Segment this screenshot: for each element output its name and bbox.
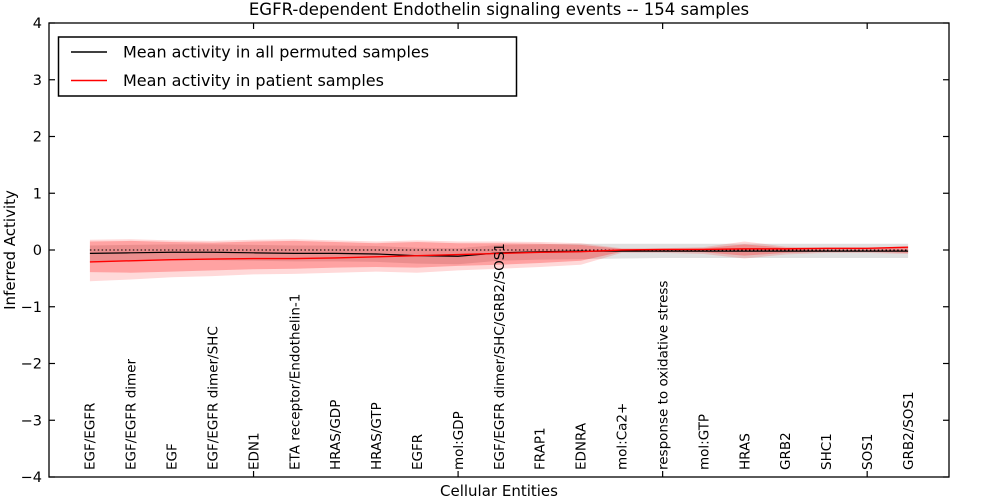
y-tick-label: −2	[21, 357, 42, 373]
legend-box	[57, 36, 518, 97]
x-axis-label: Cellular Entities	[440, 482, 558, 500]
axis-ticks: 4 3 2 1 0 −1 −2 −3 −4	[21, 16, 949, 486]
y-tick-label: −1	[21, 300, 42, 316]
y-tick-label: −4	[21, 470, 42, 486]
x-category-label: EGF/EGFR dimer/SHC/GRB2/SOS1	[492, 243, 508, 470]
x-category-label: response to oxidative stress	[655, 281, 671, 470]
x-category-label: EGF	[165, 443, 181, 470]
y-tick-label: 3	[33, 73, 42, 89]
y-axis-label: Inferred Activity	[1, 190, 19, 310]
chart-title: EGFR-dependent Endothelin signaling even…	[249, 0, 749, 19]
legend: Mean activity in all permuted samples Me…	[57, 36, 518, 97]
x-category-label: EGF/EGFR dimer	[124, 358, 140, 470]
x-category-labels: EGF/EGFR EGF/EGFR dimer EGF EGF/EGFR dimer/…	[83, 243, 917, 470]
x-category-label: mol:GTP	[696, 414, 712, 470]
x-category-label: EGF/EGFR	[83, 403, 99, 470]
y-tick-label: 1	[33, 186, 42, 202]
x-category-label: mol:Ca2+	[615, 403, 631, 470]
y-tick-label: 2	[33, 130, 42, 146]
plot-frame	[48, 22, 950, 478]
x-category-label: GRB2/SOS1	[901, 391, 917, 470]
series-line-patient	[89, 246, 909, 263]
y-tick-label: −3	[21, 413, 42, 429]
x-category-label: FRAP1	[533, 427, 549, 470]
x-category-label: EDNRA	[574, 422, 590, 470]
x-category-label: ETA receptor/Endothelin-1	[287, 294, 303, 470]
x-category-label: HRAS/GDP	[328, 400, 344, 470]
x-category-label: SOS1	[860, 434, 876, 470]
x-category-label: GRB2	[778, 432, 794, 470]
y-tick-label: 0	[33, 243, 42, 259]
y-tick-label: 4	[33, 16, 42, 32]
mean-activity-lines	[89, 246, 909, 263]
x-category-label: mol:GDP	[451, 411, 467, 470]
x-category-label: HRAS	[737, 433, 753, 470]
x-category-label: EGFR	[410, 434, 426, 470]
x-category-label: HRAS/GTP	[369, 402, 385, 470]
x-category-label: EDN1	[246, 432, 262, 470]
x-category-label: EGF/EGFR dimer/SHC	[205, 326, 221, 470]
legend-label-permuted: Mean activity in all permuted samples	[123, 43, 429, 62]
x-category-label: SHC1	[819, 433, 835, 470]
legend-label-patient: Mean activity in patient samples	[123, 71, 384, 90]
